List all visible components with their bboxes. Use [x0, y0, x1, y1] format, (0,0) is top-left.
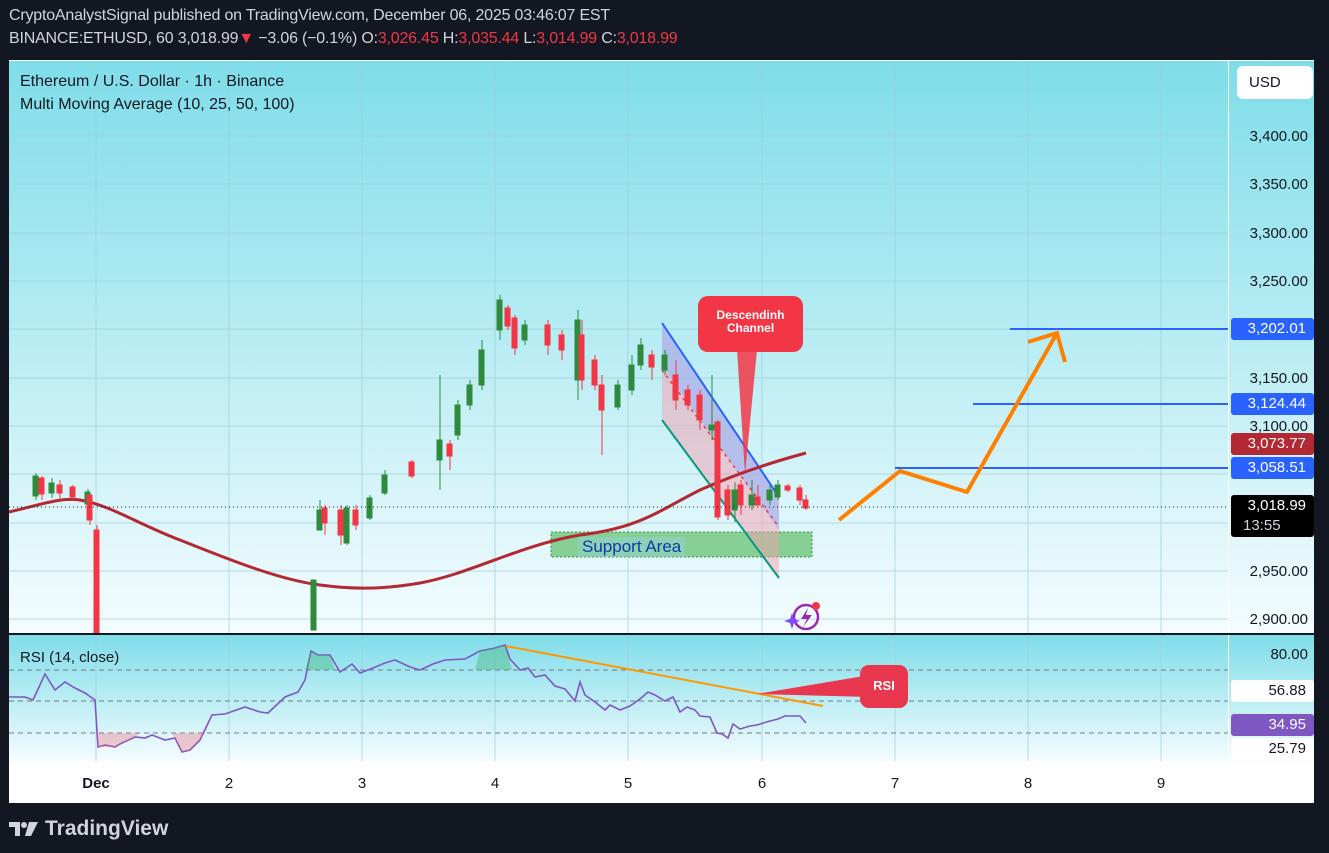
price-tick: 3,300.00: [1249, 225, 1308, 242]
open-value: 3,026.45: [377, 30, 439, 47]
x-tick: 9: [1156, 775, 1166, 792]
x-tick: 2: [224, 775, 234, 792]
publish-info: CryptoAnalystSignal published on Trading…: [9, 7, 610, 24]
rsi-tick: 80.00: [1270, 646, 1308, 663]
currency-button[interactable]: USD: [1237, 66, 1313, 99]
price-change: −3.06 (−0.1%): [258, 30, 358, 47]
rsi-levels: [9, 669, 1228, 734]
channel-callout[interactable]: [698, 296, 803, 474]
x-tick: 6: [757, 775, 767, 792]
chart-title: Ethereum / U.S. Dollar · 1h · Binance: [20, 73, 285, 90]
price-tick: 3,100.00: [1249, 418, 1308, 435]
rsi-current-tag: 34.95: [1231, 714, 1314, 736]
rsi-level-tag: 56.88: [1231, 680, 1314, 702]
price-tick: 3,350.00: [1249, 176, 1308, 193]
last-price-tag: 3,018.99 13:55: [1231, 495, 1314, 537]
rsi-line[interactable]: [9, 644, 807, 753]
rsi-level-tag: 25.79: [1231, 738, 1314, 760]
x-tick: 5: [623, 775, 633, 792]
channel-callout-text: Descendinh Channel: [716, 308, 785, 335]
x-tick: 4: [490, 775, 500, 792]
rsi-callout[interactable]: [757, 665, 908, 708]
pane-separator[interactable]: [9, 633, 1314, 635]
ohlc-bar: BINANCE:ETHUSD, 60 3,018.99▼ −3.06 (−0.1…: [9, 30, 678, 47]
x-tick: 7: [890, 775, 900, 792]
tradingview-logo-icon: [9, 822, 38, 836]
last-price: 3,018.99: [177, 30, 239, 47]
rsi-pane[interactable]: [9, 635, 1228, 761]
rsi-callout-text: RSI: [873, 678, 895, 693]
price-tick: 3,150.00: [1249, 370, 1308, 387]
target2-tag: 3,124.44: [1231, 393, 1314, 415]
price-tick: 2,900.00: [1249, 611, 1308, 628]
arrow-head-icon: [1027, 330, 1067, 363]
symbol: BINANCE:ETHUSD, 60: [9, 30, 174, 47]
rsi-divergence-line[interactable]: [505, 645, 824, 707]
high-value: 3,035.44: [458, 30, 520, 47]
target1-tag: 3,058.51: [1231, 457, 1314, 479]
down-arrow-icon: ▼: [238, 30, 255, 47]
x-tick: 3: [357, 775, 367, 792]
close-value: 3,018.99: [616, 30, 678, 47]
price-tick: 3,400.00: [1249, 128, 1308, 145]
x-tick: 8: [1023, 775, 1033, 792]
indicator-label[interactable]: Multi Moving Average (10, 25, 50, 100): [20, 96, 295, 113]
low-value: 3,014.99: [536, 30, 597, 47]
price-tick: 2,950.00: [1249, 563, 1308, 580]
bar-countdown: 13:55: [1243, 517, 1281, 534]
price-axis[interactable]: [1229, 61, 1314, 633]
lightning-icon[interactable]: [784, 602, 820, 631]
grid: [9, 61, 1228, 761]
x-tick: Dec: [82, 775, 110, 792]
tradingview-logo[interactable]: TradingView: [9, 817, 168, 841]
moving-average-line[interactable]: [8, 451, 807, 590]
price-tick: 3,250.00: [1249, 273, 1308, 290]
target3-tag: 3,202.01: [1231, 318, 1314, 340]
ma-tag: 3,073.77: [1231, 433, 1314, 455]
projection-path[interactable]: [837, 332, 1059, 522]
support-area-label: Support Area: [578, 537, 686, 557]
rsi-label[interactable]: RSI (14, close): [20, 649, 120, 666]
